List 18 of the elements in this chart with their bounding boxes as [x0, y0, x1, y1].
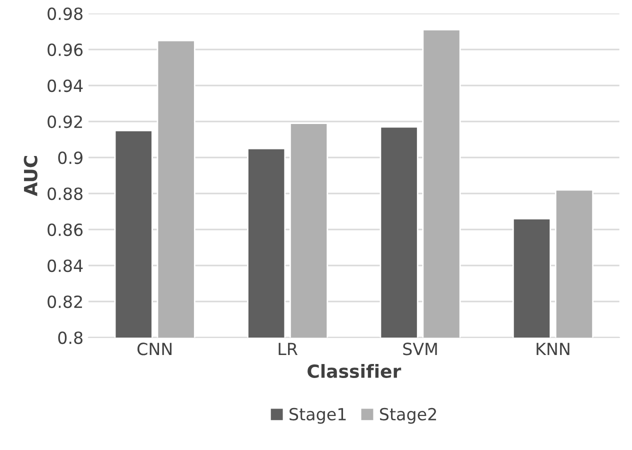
y-tick-label: 0.98 — [48, 7, 82, 20]
x-tick-label: KNN — [536, 342, 570, 356]
y-tick-label: 0.96 — [48, 43, 83, 56]
x-tick-label: LR — [278, 342, 298, 356]
y-tick-label: 0.86 — [48, 223, 83, 236]
x-tick-label: CNN — [137, 342, 172, 356]
y-tick-label: 0.94 — [48, 79, 83, 92]
y-tick-label: 0.88 — [48, 187, 82, 200]
y-tick-label: 0.92 — [48, 115, 82, 128]
legend-label: Stage1 — [290, 408, 346, 424]
legend-label: Stage2 — [380, 408, 436, 424]
x-axis-title: Classifier — [308, 364, 402, 378]
x-tick-label: SVM — [403, 342, 437, 356]
y-tick-label: 0.84 — [48, 259, 83, 272]
y-tick-label: 0.9 — [58, 151, 82, 164]
y-axis-title: AUC — [24, 156, 38, 196]
y-tick-label: 0.82 — [48, 295, 82, 308]
y-tick-label: 0.8 — [58, 331, 82, 344]
